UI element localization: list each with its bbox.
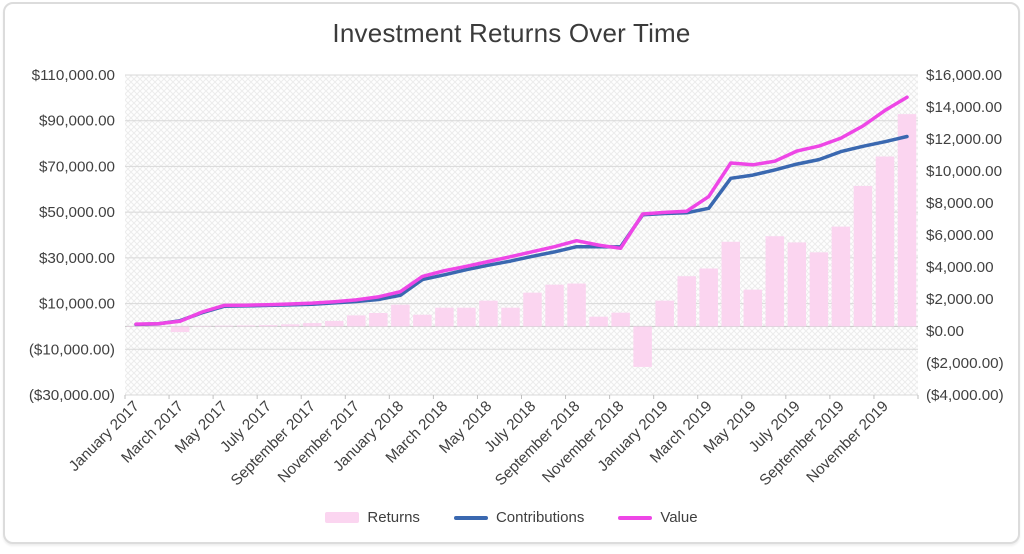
chart-canvas: $110,000.00 $90,000.00 $70,000.00 $50,000.0… [5, 4, 1024, 554]
returns-swatch [325, 512, 359, 523]
right-axis-label: ($2,000.00) [926, 355, 1004, 372]
left-axis-label: $50,000.00 [39, 204, 115, 221]
left-axis-label: $110,000.00 [32, 67, 115, 84]
returns-bar [347, 315, 366, 326]
returns-bar [281, 324, 300, 326]
contributions-swatch [454, 516, 488, 520]
returns-bar [215, 326, 234, 327]
returns-bar [567, 284, 586, 327]
left-axis-label: $90,000.00 [39, 113, 115, 130]
returns-bar [325, 321, 344, 326]
returns-bar [589, 317, 608, 327]
chart-card: Investment Returns Over Time $110,000.00… [3, 2, 1020, 544]
value-swatch [618, 516, 652, 520]
legend-label-contributions: Contributions [496, 509, 584, 526]
right-axis-label: $2,000.00 [926, 291, 994, 308]
right-axis-label: ($4,000.00) [926, 387, 1004, 404]
returns-bar [722, 242, 741, 327]
right-axis-label: $10,000.00 [926, 163, 1002, 180]
plot-background [125, 75, 918, 395]
returns-bar [391, 305, 410, 327]
returns-bar [259, 325, 278, 326]
left-axis-label: $70,000.00 [39, 158, 115, 175]
right-axis-label: $6,000.00 [926, 227, 994, 244]
returns-bar [655, 301, 674, 327]
right-axis-label: $12,000.00 [926, 131, 1002, 148]
legend-label-value: Value [660, 509, 697, 526]
returns-bar [854, 186, 873, 326]
x-axis-label: November 2019 [803, 398, 891, 486]
returns-bar [523, 293, 542, 327]
chart-legend: Returns Contributions Value [5, 509, 1018, 526]
returns-bar [832, 227, 851, 327]
left-axis-label: ($30,000.00) [29, 387, 115, 404]
legend-item-contributions: Contributions [454, 509, 584, 526]
returns-bar [788, 242, 807, 326]
returns-bar [766, 236, 785, 326]
returns-bar [479, 301, 498, 327]
returns-bar [303, 323, 322, 326]
returns-bar [369, 313, 388, 326]
plot-area: $110,000.00 $90,000.00 $70,000.00 $50,000.0… [29, 67, 1004, 489]
left-axis-label: ($10,000.00) [29, 341, 115, 358]
legend-item-returns: Returns [325, 509, 420, 526]
returns-bar [876, 157, 895, 327]
left-axis-label: $30,000.00 [39, 250, 115, 267]
returns-bar [633, 326, 652, 366]
returns-bar [171, 326, 190, 332]
returns-bar [810, 252, 829, 326]
right-axis-label: $0.00 [926, 323, 964, 340]
returns-bar [237, 325, 256, 326]
legend-item-value: Value [618, 509, 697, 526]
right-axis-label: $16,000.00 [926, 67, 1002, 84]
returns-bar [501, 308, 519, 327]
right-axis-label: $14,000.00 [926, 99, 1002, 116]
right-axis-label: $4,000.00 [926, 259, 994, 276]
returns-bar [611, 313, 630, 327]
left-axis-label: $10,000.00 [39, 296, 115, 313]
returns-bar [413, 315, 432, 327]
returns-bar [744, 290, 763, 327]
returns-bar [699, 269, 718, 327]
returns-bar [898, 114, 917, 326]
returns-bar [435, 308, 454, 327]
returns-bar [457, 308, 476, 327]
returns-bar [677, 276, 696, 326]
legend-label-returns: Returns [367, 509, 420, 526]
right-axis-label: $8,000.00 [926, 195, 994, 212]
returns-bar [545, 285, 564, 327]
